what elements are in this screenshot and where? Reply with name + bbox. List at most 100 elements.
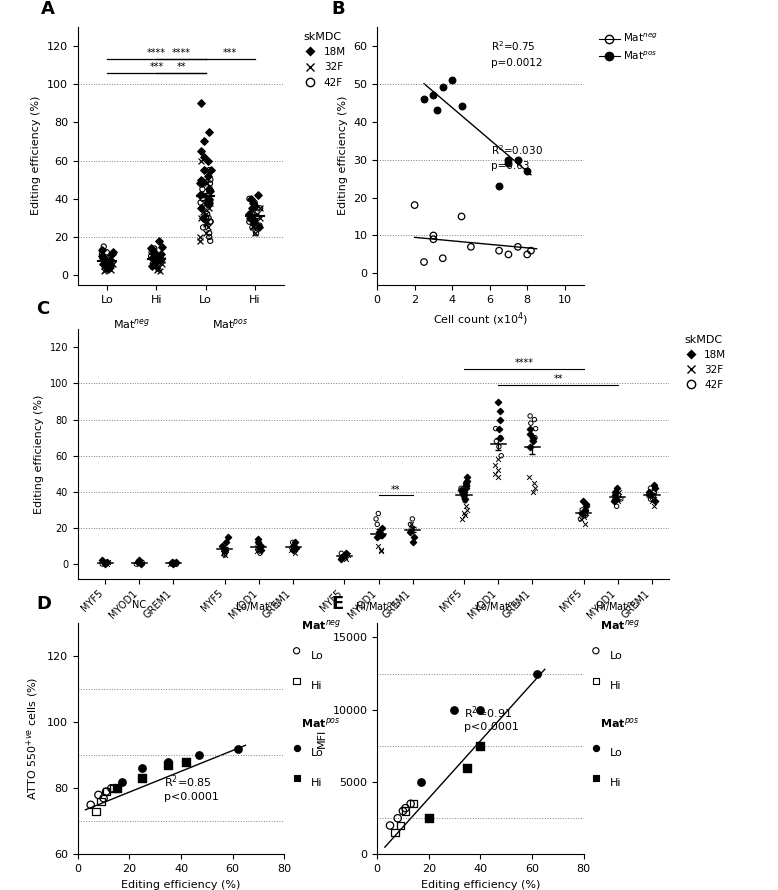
Point: [97, 264, 110, 279]
Point: [154, 251, 166, 265]
Point: [249, 199, 261, 214]
Point: [427, 88, 440, 102]
Point: [145, 245, 158, 259]
Point: [146, 256, 159, 271]
Point: [156, 256, 168, 271]
Point: [575, 512, 587, 526]
Point: [248, 196, 261, 210]
Point: [254, 218, 266, 232]
Y-axis label: Editing efficiency (%): Editing efficiency (%): [34, 394, 44, 514]
Point: [148, 245, 160, 259]
Point: [201, 196, 213, 210]
Point: [405, 517, 418, 531]
Point: [492, 422, 505, 436]
Point: [156, 253, 168, 267]
Point: [246, 207, 258, 222]
Point: [203, 125, 216, 139]
Text: **: **: [391, 484, 401, 495]
Point: [524, 244, 537, 258]
Point: [99, 255, 111, 269]
Point: [397, 804, 409, 818]
Point: [489, 457, 501, 472]
Point: [100, 784, 112, 798]
Point: [404, 524, 416, 538]
Point: [132, 557, 145, 571]
Point: [372, 506, 384, 521]
Point: [166, 557, 178, 571]
Point: [407, 797, 419, 811]
Point: [103, 259, 116, 273]
Point: [289, 535, 301, 549]
Text: ****: ****: [514, 358, 534, 368]
Point: [456, 512, 468, 526]
Point: [285, 543, 297, 557]
Point: [194, 176, 207, 190]
Point: [115, 774, 128, 789]
Point: [104, 255, 117, 269]
Point: [149, 259, 161, 273]
Point: [219, 548, 231, 562]
Point: [408, 530, 421, 544]
Point: [339, 548, 352, 562]
Point: [199, 214, 212, 229]
Point: [130, 557, 142, 571]
Point: [199, 188, 212, 202]
Point: [194, 201, 207, 215]
Point: [492, 179, 505, 193]
Y-axis label: ATTO 550$^{+ve}$ cells (%): ATTO 550$^{+ve}$ cells (%): [25, 677, 41, 800]
Point: [195, 96, 208, 110]
Point: [335, 546, 348, 561]
Point: [286, 535, 299, 549]
Point: [406, 535, 419, 549]
Point: [136, 555, 149, 570]
Point: [577, 494, 590, 508]
Point: [474, 703, 486, 717]
Point: [202, 182, 215, 197]
Point: [101, 555, 114, 570]
Point: [373, 847, 386, 862]
Point: [97, 239, 110, 254]
Point: [221, 530, 233, 544]
Point: [578, 510, 591, 524]
Point: [247, 214, 259, 229]
Point: [286, 543, 299, 557]
Text: Mat$^{neg}$: Mat$^{neg}$: [114, 318, 150, 331]
Point: [418, 255, 430, 269]
Point: [198, 201, 211, 215]
Point: [202, 169, 215, 183]
Point: [521, 247, 534, 262]
Point: [611, 499, 623, 514]
Text: Mat$^{neg}$: Mat$^{neg}$: [301, 619, 341, 633]
Point: [247, 196, 259, 210]
Point: [107, 255, 119, 269]
Point: [527, 485, 539, 499]
Point: [252, 535, 265, 549]
Point: [162, 758, 174, 773]
Point: [574, 512, 587, 526]
Text: Lo: Lo: [311, 748, 324, 758]
Point: [612, 489, 625, 503]
Point: [195, 201, 208, 215]
Point: [335, 552, 347, 566]
Point: [194, 173, 207, 187]
Point: [204, 234, 216, 248]
Text: Lo/Mat$^{pos}$: Lo/Mat$^{pos}$: [475, 600, 521, 613]
Text: Hi: Hi: [610, 778, 622, 788]
Point: [204, 214, 216, 229]
Text: Hi/Mat$^{neg}$: Hi/Mat$^{neg}$: [356, 600, 401, 613]
Point: [339, 552, 352, 566]
Point: [446, 73, 458, 87]
Point: [286, 541, 299, 555]
Point: [101, 261, 114, 275]
Point: [524, 409, 536, 423]
Point: [200, 226, 212, 240]
Text: R$^{2}$=0.030: R$^{2}$=0.030: [491, 142, 542, 157]
Point: [531, 667, 543, 681]
Point: [455, 485, 468, 499]
Point: [198, 150, 210, 164]
Point: [243, 214, 255, 229]
Text: Hi/Mat$^{pos}$: Hi/Mat$^{pos}$: [595, 600, 640, 613]
Point: [524, 417, 537, 431]
Point: [460, 475, 472, 490]
Point: [399, 801, 412, 815]
